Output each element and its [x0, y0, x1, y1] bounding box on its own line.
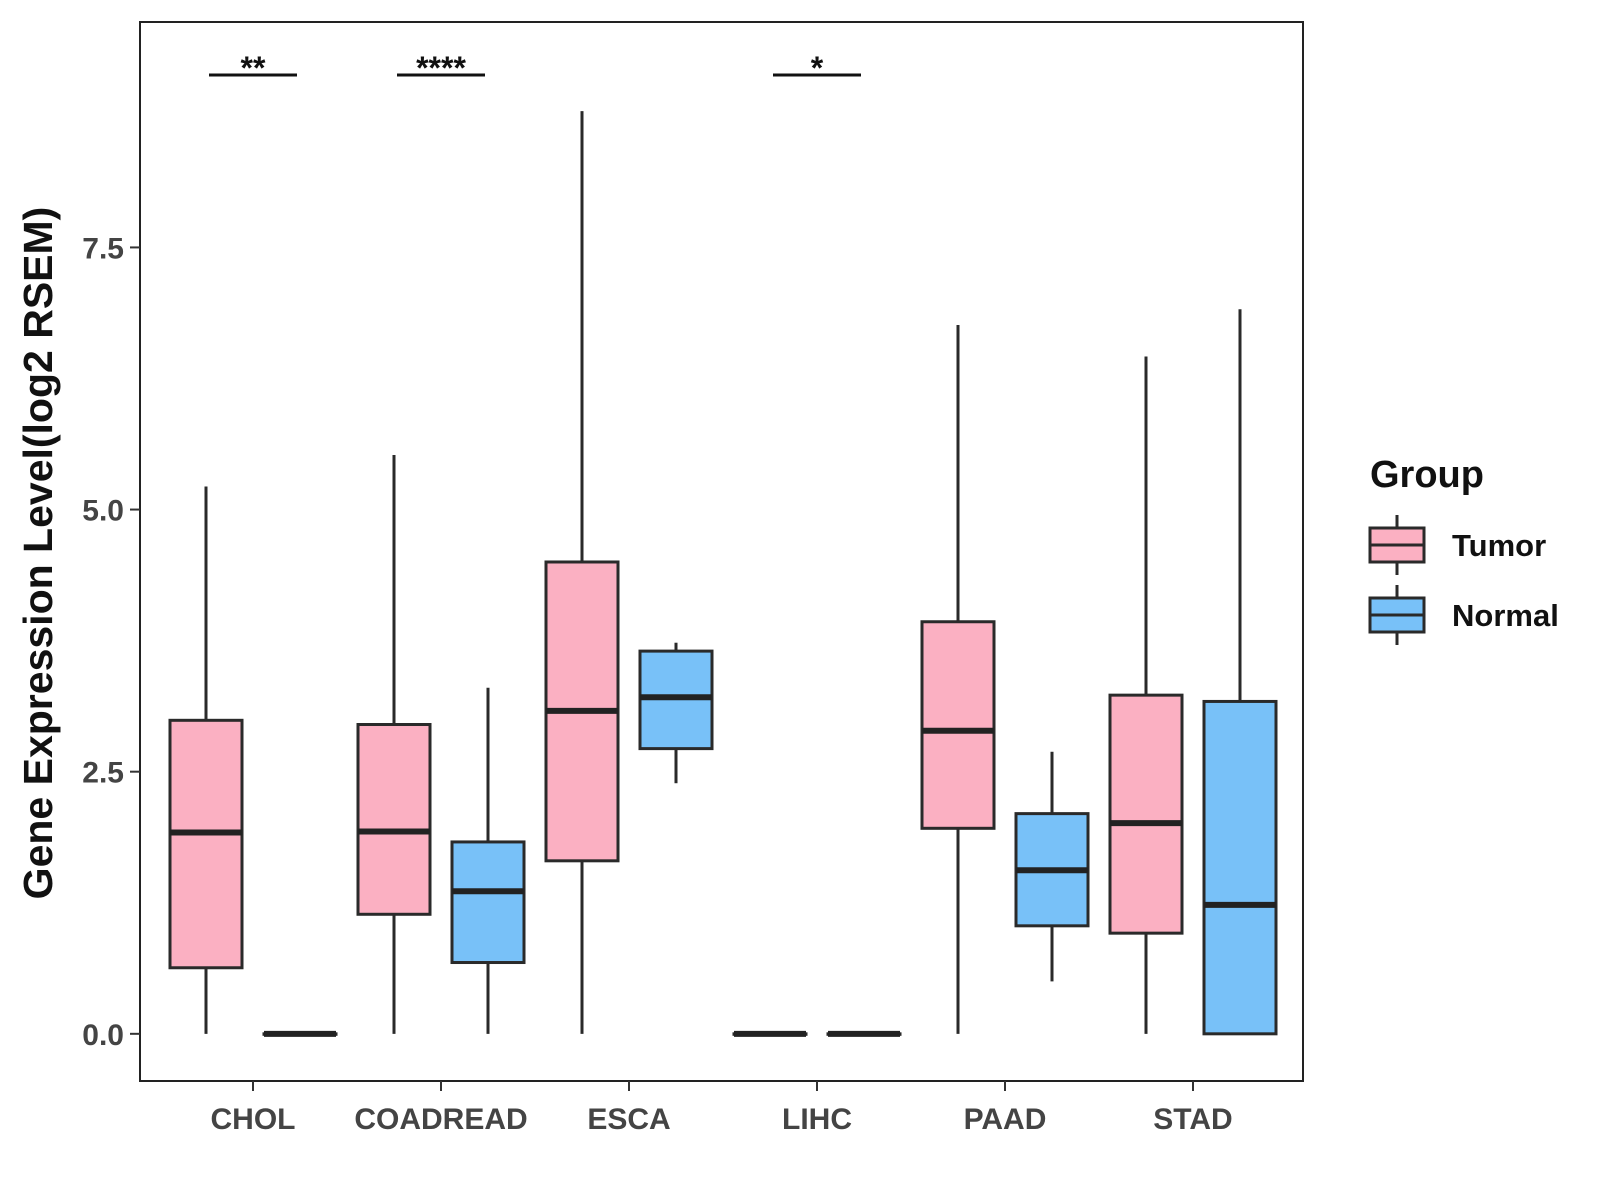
y-tick-label: 5.0 — [82, 495, 124, 528]
legend-label: Normal — [1452, 598, 1559, 633]
x-tick-label-paad: PAAD — [964, 1103, 1047, 1136]
tumor-box-esca — [544, 111, 620, 1034]
y-tick-label: 7.5 — [82, 232, 124, 265]
y-tick-label: 0.0 — [82, 1019, 124, 1052]
iqr-box — [450, 840, 526, 965]
tumor-box-lihc — [732, 1030, 808, 1037]
iqr-box — [920, 620, 996, 830]
normal-box-chol — [262, 1030, 338, 1037]
x-tick-label-esca: ESCA — [587, 1103, 670, 1136]
significance-layer: ** **** * — [209, 50, 861, 86]
iqr-box — [1108, 693, 1184, 935]
x-tick-label-lihc: LIHC — [782, 1103, 852, 1136]
y-axis-title: Gene Expression Level(log2 RSEM) — [15, 207, 61, 900]
tumor-box-chol — [168, 486, 244, 1034]
tumor-box-paad — [920, 325, 996, 1034]
significance-lihc: * — [773, 50, 861, 86]
iqr-box — [1202, 699, 1278, 1036]
legend-entry-normal: Normal — [1368, 585, 1559, 645]
iqr-box — [356, 723, 432, 916]
normal-box-paad — [1014, 751, 1090, 982]
normal-box-lihc — [826, 1030, 902, 1037]
x-axis: CHOL COADREAD ESCA LIHC PAAD STAD — [211, 1081, 1233, 1136]
x-tick-label-coadread: COADREAD — [354, 1103, 527, 1136]
y-tick-label: 2.5 — [82, 757, 124, 790]
x-tick-label-chol: CHOL — [211, 1103, 296, 1136]
legend-label: Tumor — [1452, 528, 1546, 563]
iqr-box — [168, 718, 244, 970]
normal-box-esca — [638, 642, 714, 784]
tumor-box-coadread — [356, 455, 432, 1034]
significance-coadread: **** — [397, 50, 485, 86]
significance-chol: ** — [209, 50, 297, 86]
legend-title: Group — [1370, 454, 1484, 496]
tumor-box-stad — [1108, 356, 1184, 1034]
significance-label: **** — [416, 50, 466, 86]
boxes-layer — [168, 111, 1278, 1037]
normal-box-stad — [1202, 309, 1278, 1036]
legend: Group Tumor Normal — [1368, 454, 1559, 645]
significance-label: * — [811, 50, 824, 86]
x-tick-label-stad: STAD — [1153, 1103, 1232, 1136]
significance-label: ** — [241, 50, 266, 86]
y-axis: 0.0 2.5 5.0 7.5 — [82, 232, 140, 1052]
normal-box-coadread — [450, 687, 526, 1034]
legend-entry-tumor: Tumor — [1368, 515, 1546, 575]
